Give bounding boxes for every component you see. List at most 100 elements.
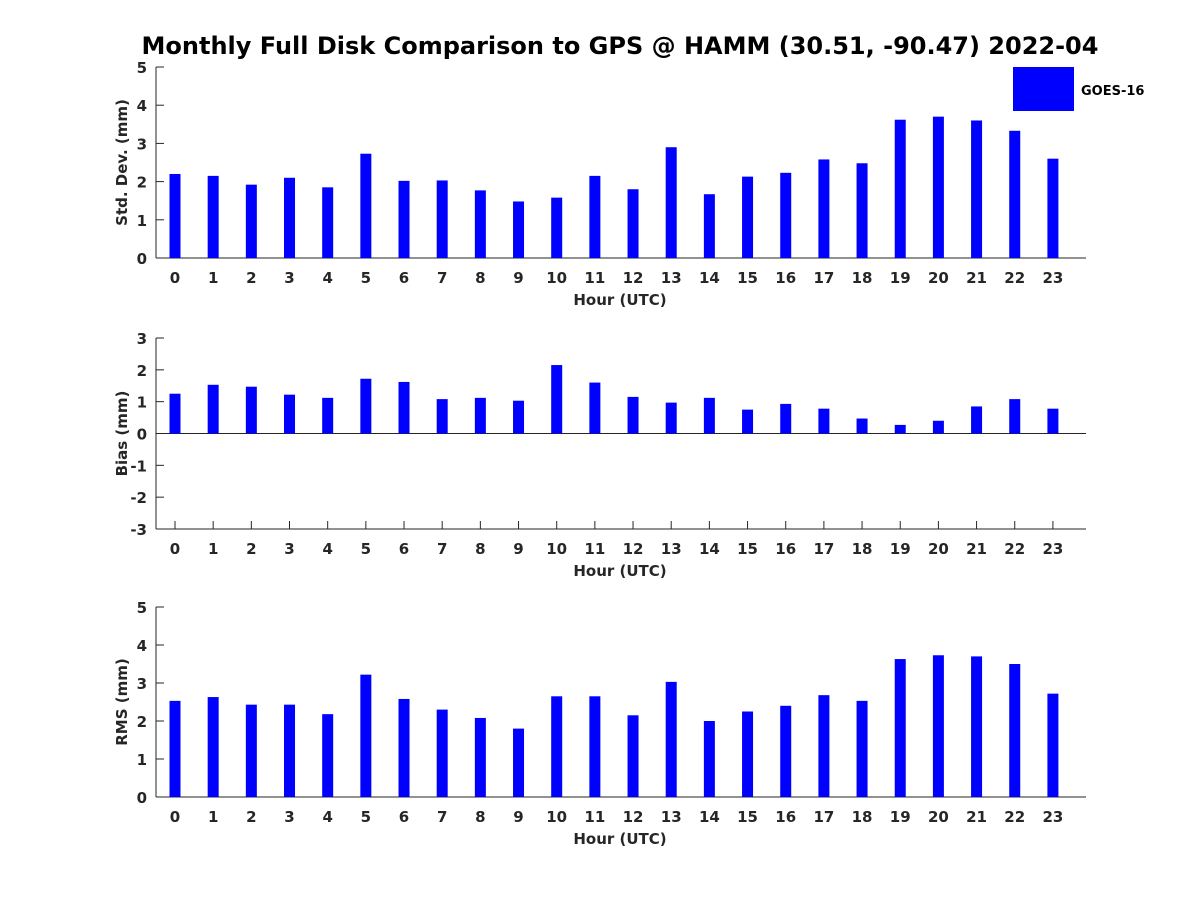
x-tick-label: 20 (928, 540, 949, 558)
x-axis-label: Hour (UTC) (573, 830, 666, 848)
bar-hour-1 (207, 384, 219, 434)
bar-hour-19 (894, 119, 906, 258)
x-tick-label: 11 (584, 808, 605, 826)
x-tick-label: 10 (546, 269, 567, 287)
y-tick-label: 1 (137, 751, 147, 769)
x-axis-label: Hour (UTC) (573, 291, 666, 309)
bar-hour-15 (742, 409, 754, 434)
x-tick-label: 21 (966, 808, 987, 826)
bar-hour-21 (971, 120, 983, 258)
x-tick-label: 21 (966, 269, 987, 287)
bar-hour-5 (360, 674, 372, 797)
x-tick-label: 15 (737, 269, 758, 287)
bar-hour-4 (322, 714, 334, 797)
x-tick-label: 15 (737, 808, 758, 826)
y-tick-label: 3 (137, 330, 147, 348)
x-tick-label: 7 (437, 269, 447, 287)
y-tick-label: 0 (137, 426, 147, 444)
bar-hour-3 (284, 704, 296, 797)
bar-hour-17 (818, 408, 830, 434)
x-tick-label: 2 (246, 808, 256, 826)
x-axis-label: Hour (UTC) (573, 562, 666, 580)
x-tick-label: 12 (623, 540, 644, 558)
x-tick-label: 20 (928, 808, 949, 826)
x-tick-label: 5 (361, 808, 371, 826)
bar-hour-16 (780, 172, 792, 258)
x-tick-label: 23 (1042, 808, 1063, 826)
bar-hour-3 (284, 394, 296, 434)
bar-hour-11 (589, 696, 601, 797)
y-tick-label: 2 (137, 713, 147, 731)
bar-hour-1 (207, 175, 219, 258)
x-tick-label: 17 (813, 269, 834, 287)
x-tick-label: 4 (322, 540, 332, 558)
bar-hour-2 (245, 386, 257, 434)
bar-hour-10 (551, 365, 563, 434)
x-tick-label: 11 (584, 269, 605, 287)
x-tick-label: 22 (1004, 269, 1025, 287)
bar-hour-22 (1009, 130, 1021, 258)
bar-hour-10 (551, 197, 563, 258)
bar-hour-2 (245, 704, 257, 797)
y-tick-label: -3 (130, 521, 147, 539)
bar-hour-18 (856, 418, 868, 434)
bar-hour-14 (703, 397, 715, 434)
bar-hour-10 (551, 696, 563, 797)
x-tick-label: 6 (399, 540, 409, 558)
y-axis-label: RMS (mm) (113, 658, 131, 745)
bar-hour-17 (818, 159, 830, 258)
chart-title: Monthly Full Disk Comparison to GPS @ HA… (142, 32, 1099, 60)
x-tick-label: 13 (661, 269, 682, 287)
bar-hour-18 (856, 163, 868, 258)
bar-hour-7 (436, 180, 448, 258)
x-tick-label: 8 (475, 808, 485, 826)
bar-hour-19 (894, 659, 906, 797)
x-tick-label: 15 (737, 540, 758, 558)
x-tick-label: 16 (775, 540, 796, 558)
bar-hour-17 (818, 695, 830, 797)
x-tick-label: 19 (890, 540, 911, 558)
bar-hour-14 (703, 194, 715, 258)
x-tick-label: 4 (322, 808, 332, 826)
bar-hour-4 (322, 397, 334, 434)
x-tick-label: 17 (813, 808, 834, 826)
bar-hour-16 (780, 705, 792, 797)
bar-hour-7 (436, 399, 448, 434)
x-tick-label: 16 (775, 808, 796, 826)
x-tick-label: 20 (928, 269, 949, 287)
bar-hour-13 (665, 147, 677, 258)
bar-hour-12 (627, 715, 639, 797)
x-tick-label: 3 (284, 540, 294, 558)
bar-hour-21 (971, 656, 983, 797)
x-tick-label: 0 (170, 269, 180, 287)
bar-hour-16 (780, 403, 792, 434)
x-tick-label: 7 (437, 808, 447, 826)
bar-hour-11 (589, 175, 601, 258)
bar-hour-23 (1047, 158, 1059, 258)
bar-hour-20 (932, 116, 944, 258)
x-tick-label: 12 (623, 269, 644, 287)
x-tick-label: 13 (661, 540, 682, 558)
bar-hour-23 (1047, 408, 1059, 434)
x-tick-label: 14 (699, 269, 720, 287)
bar-hour-5 (360, 378, 372, 434)
bar-hour-0 (169, 700, 181, 797)
bar-hour-0 (169, 393, 181, 434)
chart-legend: GOES-16 (1013, 67, 1144, 111)
legend-swatch-goes16 (1013, 67, 1074, 111)
y-tick-label: -2 (130, 489, 147, 507)
x-tick-label: 23 (1042, 269, 1063, 287)
legend-label-goes16: GOES-16 (1081, 84, 1144, 99)
bar-hour-5 (360, 153, 372, 258)
y-tick-label: 2 (137, 174, 147, 192)
y-tick-label: 3 (137, 675, 147, 693)
bar-hour-1 (207, 697, 219, 797)
x-tick-label: 9 (513, 808, 523, 826)
x-tick-label: 16 (775, 269, 796, 287)
x-tick-label: 17 (813, 540, 834, 558)
x-tick-label: 9 (513, 540, 523, 558)
x-tick-label: 3 (284, 808, 294, 826)
